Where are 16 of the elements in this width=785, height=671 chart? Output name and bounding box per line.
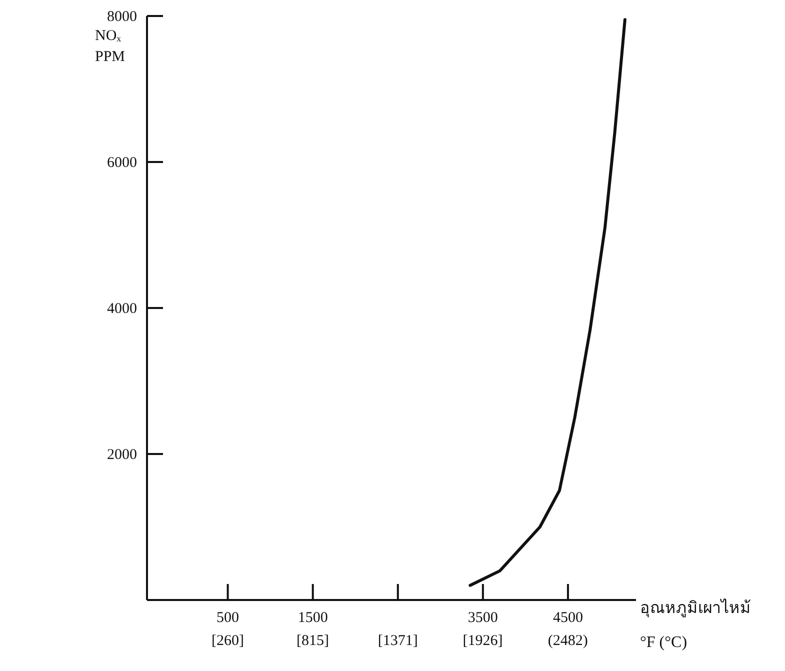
x2-tick-label: [815] [296,633,330,649]
y-tick-label: 8000 [107,9,137,25]
y-tick-label: 2000 [107,447,137,463]
y-axis-title: NOₓ PPM [95,28,126,65]
x2-tick-label: (2482) [548,633,588,649]
x-tick-label: 500 [216,610,240,626]
y-tick-label: 6000 [107,155,137,171]
y-tick-label: 4000 [107,301,137,317]
x-tick-label: 1500 [298,610,328,626]
x2-tick-label: [1926] [462,633,503,649]
x2-tick-label: [260] [212,633,244,649]
x2-tick-label: [1371] [378,633,418,649]
x-tick-label: 4500 [552,610,583,626]
x-axis-title: อุณหภูมิเผาไหม้ °F (°C) [640,598,751,651]
line-series [468,18,626,587]
x-tick-label: 3500 [468,610,498,626]
